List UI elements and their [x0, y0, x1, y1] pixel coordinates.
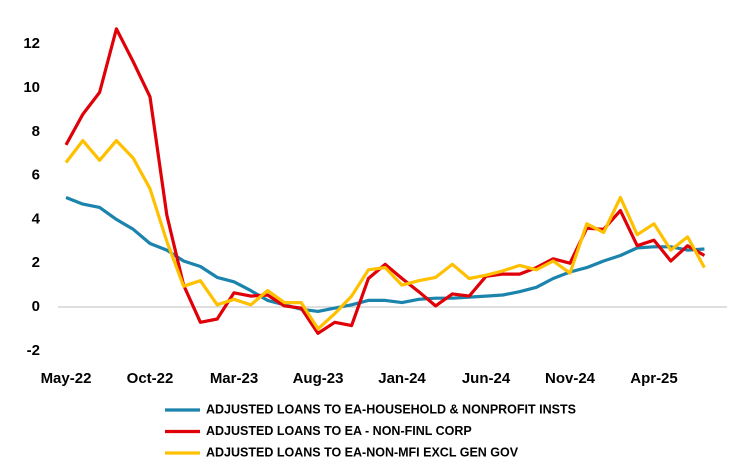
x-tick-label: Jun-24	[462, 370, 511, 387]
y-tick-label: 12	[23, 35, 40, 52]
y-tick-label: 8	[32, 123, 40, 140]
y-tick-label: 2	[32, 254, 40, 271]
x-tick-label: Jan-24	[378, 370, 426, 387]
y-tick-label: 10	[23, 79, 40, 96]
y-tick-label: -2	[27, 342, 40, 359]
series-line	[64, 139, 706, 331]
y-tick-label: 4	[32, 210, 41, 227]
legend-label: ADJUSTED LOANS TO EA-NON-MFI EXCL GEN GO…	[206, 445, 519, 459]
x-tick-label: May-22	[41, 370, 92, 387]
x-tick-label: Oct-22	[127, 370, 174, 387]
x-tick-label: Mar-23	[210, 370, 258, 387]
legend-label: ADJUSTED LOANS TO EA-HOUSEHOLD & NONPROF…	[206, 402, 576, 416]
y-tick-label: 0	[32, 298, 40, 315]
x-tick-label: Nov-24	[545, 370, 596, 387]
legend-label: ADJUSTED LOANS TO EA - NON-FINL CORP	[206, 424, 472, 438]
x-tick-label: Aug-23	[293, 370, 344, 387]
y-tick-label: 6	[32, 167, 40, 184]
x-tick-label: Apr-25	[630, 370, 678, 387]
